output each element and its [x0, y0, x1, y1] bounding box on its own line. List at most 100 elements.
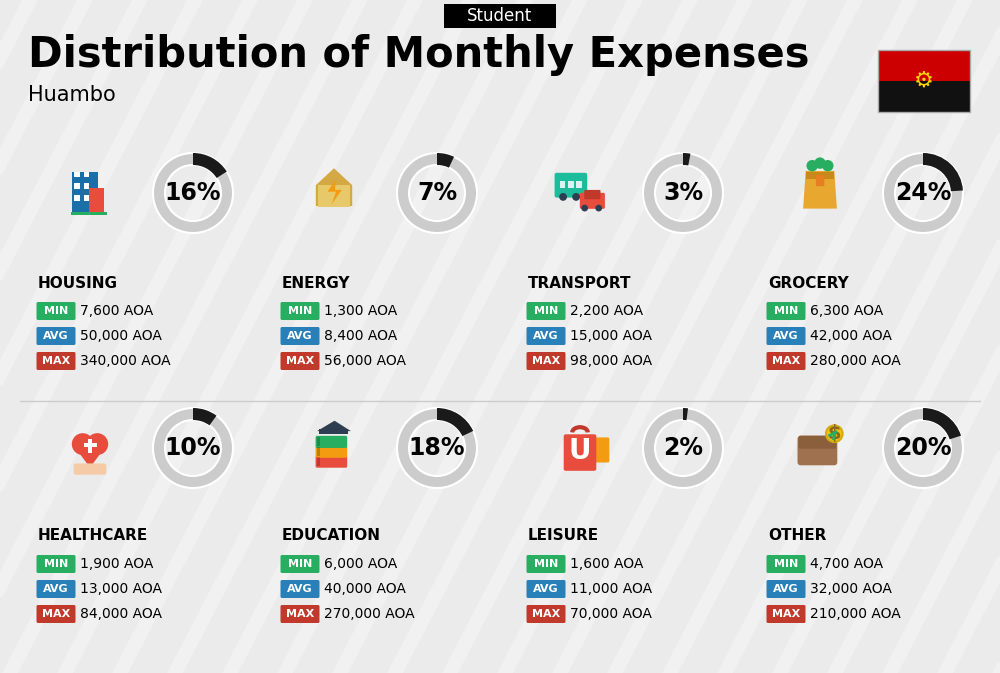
Text: Student: Student [467, 7, 533, 25]
FancyBboxPatch shape [36, 580, 76, 598]
FancyBboxPatch shape [84, 195, 89, 201]
FancyBboxPatch shape [564, 434, 596, 471]
FancyBboxPatch shape [36, 352, 76, 370]
Circle shape [581, 205, 588, 211]
Text: 84,000 AOA: 84,000 AOA [80, 607, 162, 621]
FancyBboxPatch shape [317, 437, 320, 446]
Text: 40,000 AOA: 40,000 AOA [324, 582, 406, 596]
Text: MAX: MAX [42, 356, 70, 366]
Text: MAX: MAX [532, 356, 560, 366]
Text: 280,000 AOA: 280,000 AOA [810, 354, 901, 368]
Wedge shape [883, 408, 963, 488]
Text: MAX: MAX [286, 356, 314, 366]
Text: MIN: MIN [774, 559, 798, 569]
FancyBboxPatch shape [580, 192, 605, 209]
FancyBboxPatch shape [84, 183, 89, 189]
FancyBboxPatch shape [526, 327, 566, 345]
FancyBboxPatch shape [526, 555, 566, 573]
FancyBboxPatch shape [280, 555, 320, 573]
Wedge shape [683, 408, 688, 420]
Text: 16%: 16% [165, 181, 221, 205]
Wedge shape [923, 408, 961, 439]
Wedge shape [643, 153, 723, 233]
Wedge shape [683, 153, 690, 166]
Text: AVG: AVG [533, 331, 559, 341]
FancyBboxPatch shape [444, 4, 556, 28]
Text: 32,000 AOA: 32,000 AOA [810, 582, 892, 596]
Wedge shape [397, 153, 477, 233]
Text: 11,000 AOA: 11,000 AOA [570, 582, 652, 596]
FancyBboxPatch shape [280, 605, 320, 623]
Text: 210,000 AOA: 210,000 AOA [810, 607, 901, 621]
FancyBboxPatch shape [878, 81, 970, 112]
Text: 24%: 24% [895, 181, 951, 205]
Text: 1,900 AOA: 1,900 AOA [80, 557, 153, 571]
Text: 1,300 AOA: 1,300 AOA [324, 304, 397, 318]
Text: 6,300 AOA: 6,300 AOA [810, 304, 883, 318]
Wedge shape [883, 153, 963, 233]
Text: 20%: 20% [895, 436, 951, 460]
Text: 2,200 AOA: 2,200 AOA [570, 304, 643, 318]
FancyBboxPatch shape [319, 429, 348, 433]
Text: 1,600 AOA: 1,600 AOA [570, 557, 643, 571]
Text: 270,000 AOA: 270,000 AOA [324, 607, 415, 621]
FancyBboxPatch shape [576, 180, 582, 188]
Text: 2%: 2% [663, 436, 703, 460]
Text: LEISURE: LEISURE [528, 528, 599, 544]
Circle shape [559, 193, 567, 201]
FancyBboxPatch shape [318, 185, 350, 207]
FancyBboxPatch shape [767, 352, 806, 370]
Circle shape [814, 157, 826, 169]
Polygon shape [803, 171, 837, 209]
FancyBboxPatch shape [526, 605, 566, 623]
Text: 8,400 AOA: 8,400 AOA [324, 329, 397, 343]
Text: EDUCATION: EDUCATION [282, 528, 381, 544]
Circle shape [826, 425, 843, 442]
Text: 7,600 AOA: 7,600 AOA [80, 304, 153, 318]
Text: MAX: MAX [286, 609, 314, 619]
Text: MAX: MAX [532, 609, 560, 619]
Circle shape [86, 433, 108, 455]
FancyBboxPatch shape [317, 448, 320, 456]
Circle shape [572, 193, 580, 201]
FancyBboxPatch shape [584, 190, 600, 199]
FancyBboxPatch shape [767, 327, 806, 345]
FancyBboxPatch shape [767, 302, 806, 320]
Wedge shape [643, 408, 723, 488]
FancyBboxPatch shape [72, 172, 98, 214]
FancyBboxPatch shape [36, 302, 76, 320]
Text: 4,700 AOA: 4,700 AOA [810, 557, 883, 571]
FancyBboxPatch shape [806, 172, 834, 179]
Circle shape [822, 160, 834, 172]
FancyBboxPatch shape [526, 352, 566, 370]
Text: MAX: MAX [772, 609, 800, 619]
Wedge shape [923, 153, 963, 191]
FancyBboxPatch shape [767, 605, 806, 623]
FancyBboxPatch shape [316, 446, 347, 458]
Text: 98,000 AOA: 98,000 AOA [570, 354, 652, 368]
Circle shape [72, 433, 94, 455]
Text: 15,000 AOA: 15,000 AOA [570, 329, 652, 343]
FancyBboxPatch shape [36, 555, 76, 573]
Polygon shape [328, 180, 342, 205]
Text: MAX: MAX [772, 356, 800, 366]
Circle shape [595, 205, 602, 211]
FancyBboxPatch shape [560, 180, 565, 188]
FancyBboxPatch shape [84, 172, 89, 178]
Text: GROCERY: GROCERY [768, 275, 849, 291]
Text: Huambo: Huambo [28, 85, 116, 105]
Text: MIN: MIN [288, 559, 312, 569]
Text: 6,000 AOA: 6,000 AOA [324, 557, 397, 571]
Polygon shape [317, 421, 351, 431]
Text: 340,000 AOA: 340,000 AOA [80, 354, 171, 368]
Text: HOUSING: HOUSING [38, 275, 118, 291]
Text: AVG: AVG [43, 584, 69, 594]
Text: AVG: AVG [287, 331, 313, 341]
Text: 18%: 18% [409, 436, 465, 460]
Polygon shape [316, 168, 352, 206]
FancyBboxPatch shape [317, 457, 320, 466]
Text: MIN: MIN [534, 306, 558, 316]
Text: 10%: 10% [165, 436, 221, 460]
FancyBboxPatch shape [798, 435, 836, 449]
Text: AVG: AVG [773, 331, 799, 341]
